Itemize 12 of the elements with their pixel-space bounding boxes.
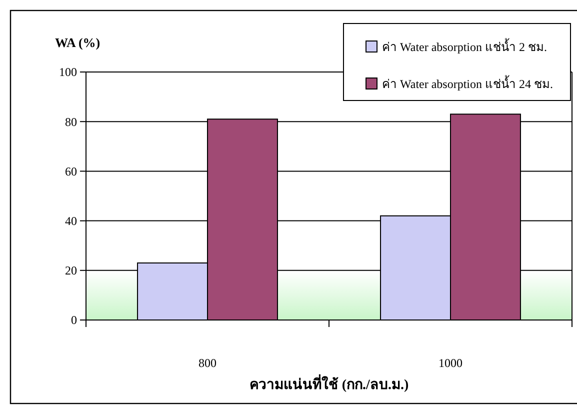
y-tick-label: 40 [65, 214, 77, 228]
y-axis-title: WA (%) [55, 35, 100, 50]
x-axis-title: ความแน่นที่ใช้ (กก./ลบ.ม.) [249, 374, 409, 393]
y-tick-label: 20 [65, 264, 77, 278]
y-tick-label: 100 [59, 65, 77, 80]
x-tick-label: 1000 [438, 356, 462, 370]
x-tick-label: 800 [198, 356, 216, 370]
y-tick-label: 80 [65, 114, 77, 129]
legend-label: ค่า Water absorption แช่น้ำ 2 ชม. [382, 38, 548, 54]
legend-label: ค่า Water absorption แช่น้ำ 24 ชม. [382, 75, 554, 92]
y-tick-label: 60 [65, 164, 77, 178]
y-tick-label: 0 [71, 313, 77, 328]
